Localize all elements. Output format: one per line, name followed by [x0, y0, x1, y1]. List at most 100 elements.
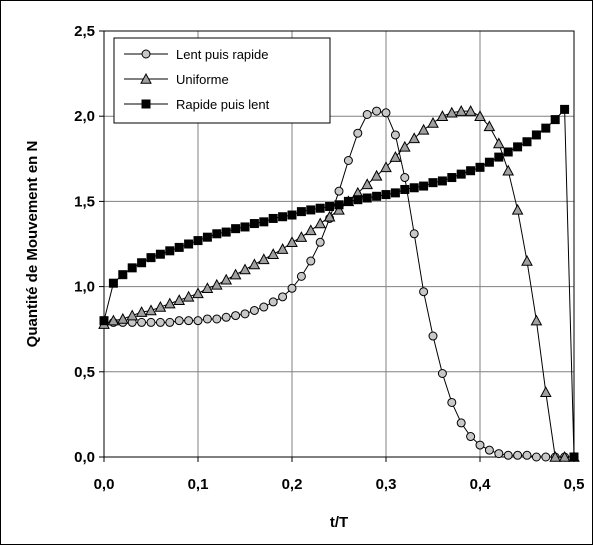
data-point: [502, 164, 515, 176]
data-point: [146, 317, 156, 327]
data-point: [182, 290, 195, 302]
data-point: [428, 178, 438, 188]
data-point: [541, 123, 551, 133]
data-point: [464, 105, 477, 116]
data-point: [193, 316, 203, 326]
data-point: [184, 239, 194, 249]
data-point: [370, 169, 383, 181]
data-point: [212, 314, 222, 324]
data-point: [466, 166, 476, 176]
data-point: [522, 137, 532, 147]
data-point: [494, 449, 504, 459]
data-point: [165, 317, 175, 327]
legend: Lent puis rapide Uniforme Rapide puis lent: [113, 37, 331, 124]
data-point: [381, 190, 391, 200]
data-point: [503, 450, 513, 460]
legend-label: Lent puis rapide: [176, 47, 269, 62]
data-point: [126, 309, 139, 321]
data-point: [483, 120, 496, 132]
data-point: [550, 115, 560, 125]
data-point: [295, 231, 308, 242]
series-3: [99, 104, 579, 462]
data-point: [296, 271, 306, 281]
data-point: [353, 195, 363, 205]
data-point: [323, 210, 336, 222]
data-point: [408, 132, 421, 144]
data-point: [287, 210, 297, 220]
data-point: [165, 246, 175, 256]
data-point: [325, 202, 335, 212]
data-point: [108, 278, 118, 288]
data-point: [268, 297, 278, 307]
data-point: [455, 105, 468, 116]
y-tick-label: 2,0: [74, 108, 95, 125]
data-point: [257, 253, 270, 265]
y-axis-title: Quantité de Mouvement en N: [24, 141, 41, 348]
data-point: [99, 316, 109, 326]
data-point: [466, 432, 476, 442]
data-point: [154, 300, 167, 312]
data-point: [296, 207, 306, 217]
data-point: [531, 130, 541, 140]
data-point: [231, 224, 241, 234]
x-axis-title: t/T: [330, 514, 348, 531]
data-point: [456, 169, 466, 179]
data-point: [456, 418, 466, 428]
data-point: [210, 278, 223, 290]
data-point: [372, 191, 382, 201]
series-layer: [98, 104, 580, 462]
data-point: [184, 316, 194, 326]
data-point: [174, 316, 184, 326]
data-point: [539, 386, 552, 397]
y-tick-label: 1,5: [74, 193, 95, 210]
data-point: [521, 254, 533, 266]
data-point: [107, 314, 120, 326]
data-point: [427, 116, 439, 128]
data-point: [278, 292, 288, 302]
data-point: [560, 104, 570, 114]
data-point: [249, 305, 259, 315]
data-point: [315, 203, 325, 213]
legend-item: Lent puis rapide: [124, 47, 269, 62]
x-tick-label: 0,3: [376, 476, 397, 493]
data-point: [419, 287, 429, 297]
x-tick-label: 0,0: [94, 476, 115, 493]
data-point: [343, 196, 353, 206]
data-point: [278, 212, 288, 222]
data-point: [436, 110, 449, 121]
data-point: [372, 106, 382, 116]
data-point: [286, 236, 298, 248]
data-point: [163, 297, 176, 309]
plot-area-frame: [103, 30, 575, 458]
y-tick-label: 1,0: [74, 279, 95, 296]
y-tick-label: 0,5: [74, 364, 95, 381]
data-point: [174, 242, 184, 252]
data-point: [428, 331, 438, 341]
data-point: [137, 258, 147, 268]
data-point: [409, 183, 419, 193]
x-tick-label: 0,4: [470, 476, 492, 493]
data-point: [202, 314, 212, 324]
data-point: [437, 369, 447, 379]
y-tick-label: 0,0: [74, 449, 95, 466]
data-point: [239, 263, 251, 275]
legend-swatch-marker: [141, 49, 151, 59]
data-point: [531, 452, 541, 462]
data-point: [390, 188, 400, 198]
data-point: [334, 186, 344, 196]
data-point: [475, 162, 485, 172]
data-point: [541, 452, 551, 462]
data-point: [445, 106, 458, 118]
data-point: [447, 173, 457, 183]
legend-label: Uniforme: [176, 72, 229, 87]
data-point: [494, 152, 504, 162]
data-point: [135, 306, 148, 317]
data-point: [409, 229, 419, 239]
data-point: [381, 108, 391, 118]
data-point: [116, 312, 129, 324]
tick-labels: 0,0 0,1 0,2 0,3 0,4 0,5 0,0 0,5 1,0 1,5 2,0 2,5: [74, 23, 584, 493]
data-point: [306, 256, 316, 266]
data-point: [484, 157, 494, 167]
y-tick-label: 2,5: [74, 23, 95, 40]
data-point: [333, 203, 345, 215]
